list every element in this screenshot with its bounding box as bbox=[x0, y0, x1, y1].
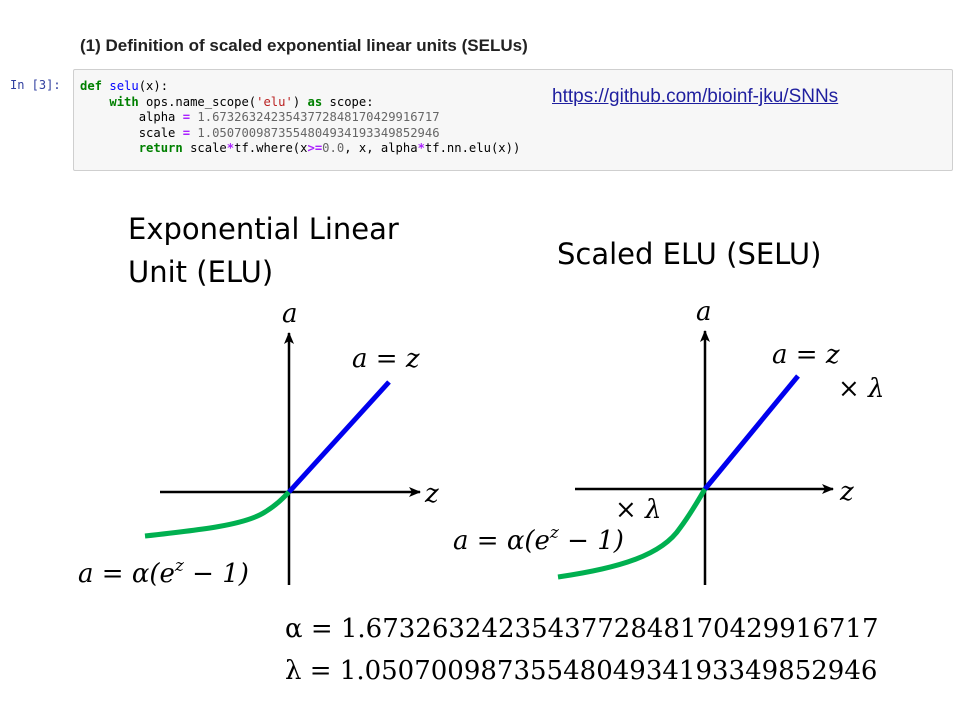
elu-negative-label-exp: z bbox=[174, 556, 185, 576]
selu-negative-label-exp: z bbox=[549, 523, 560, 543]
selu-a-axis-label: a bbox=[696, 297, 712, 327]
selu-z-axis-label: z bbox=[839, 477, 854, 507]
selu-title: Scaled ELU (SELU) bbox=[557, 237, 822, 271]
elu-z-axis-label: z bbox=[424, 479, 439, 509]
code-cell[interactable]: def selu(x): with ops.name_scope('elu') … bbox=[73, 69, 953, 171]
selu-negative-label: a = α(ez − 1) bbox=[453, 523, 624, 556]
elu-negative-label-tail: − 1) bbox=[184, 559, 249, 589]
cell-prompt: In [3]: bbox=[10, 78, 61, 92]
elu-title: Exponential Linear Unit (ELU) bbox=[128, 212, 399, 289]
elu-positive-branch bbox=[287, 380, 391, 494]
elu-negative-label-main: a = α(e bbox=[78, 559, 175, 589]
alpha-code-value: 1.6732632423543772848170429916717 bbox=[197, 110, 440, 124]
lambda-constant: λ = 1.0507009873554804934193349852946 bbox=[285, 656, 878, 686]
selu-positive-branch bbox=[703, 374, 800, 491]
selu-negative-scale-label: × λ bbox=[615, 495, 662, 525]
selu-positive-scale-label: × λ bbox=[838, 374, 885, 404]
section-heading: (1) Definition of scaled exponential lin… bbox=[80, 36, 528, 55]
selu-negative-branch bbox=[557, 487, 708, 580]
selu-negative-label-main: a = α(e bbox=[453, 526, 550, 556]
github-link[interactable]: https://github.com/bioinf-jku/SNNs bbox=[552, 86, 839, 107]
elu-negative-branch bbox=[144, 490, 291, 539]
code-block: def selu(x): with ops.name_scope('elu') … bbox=[80, 79, 521, 155]
selu-positive-label: a = z bbox=[772, 340, 840, 370]
selu-negative-label-tail: − 1) bbox=[559, 526, 624, 556]
elu-plot: a z a = z a = α(ez − 1) bbox=[78, 299, 439, 589]
scale-code-value: 1.0507009873554804934193349852946 bbox=[197, 125, 440, 140]
alpha-constant: α = 1.6732632423543772848170429916717 bbox=[285, 614, 879, 644]
selu-plot: a z a = z × λ × λ a = α(ez − 1) bbox=[453, 297, 885, 585]
elu-positive-label: a = z bbox=[352, 344, 420, 374]
elu-a-axis-label: a bbox=[282, 299, 298, 329]
elu-negative-label: a = α(ez − 1) bbox=[78, 556, 249, 589]
